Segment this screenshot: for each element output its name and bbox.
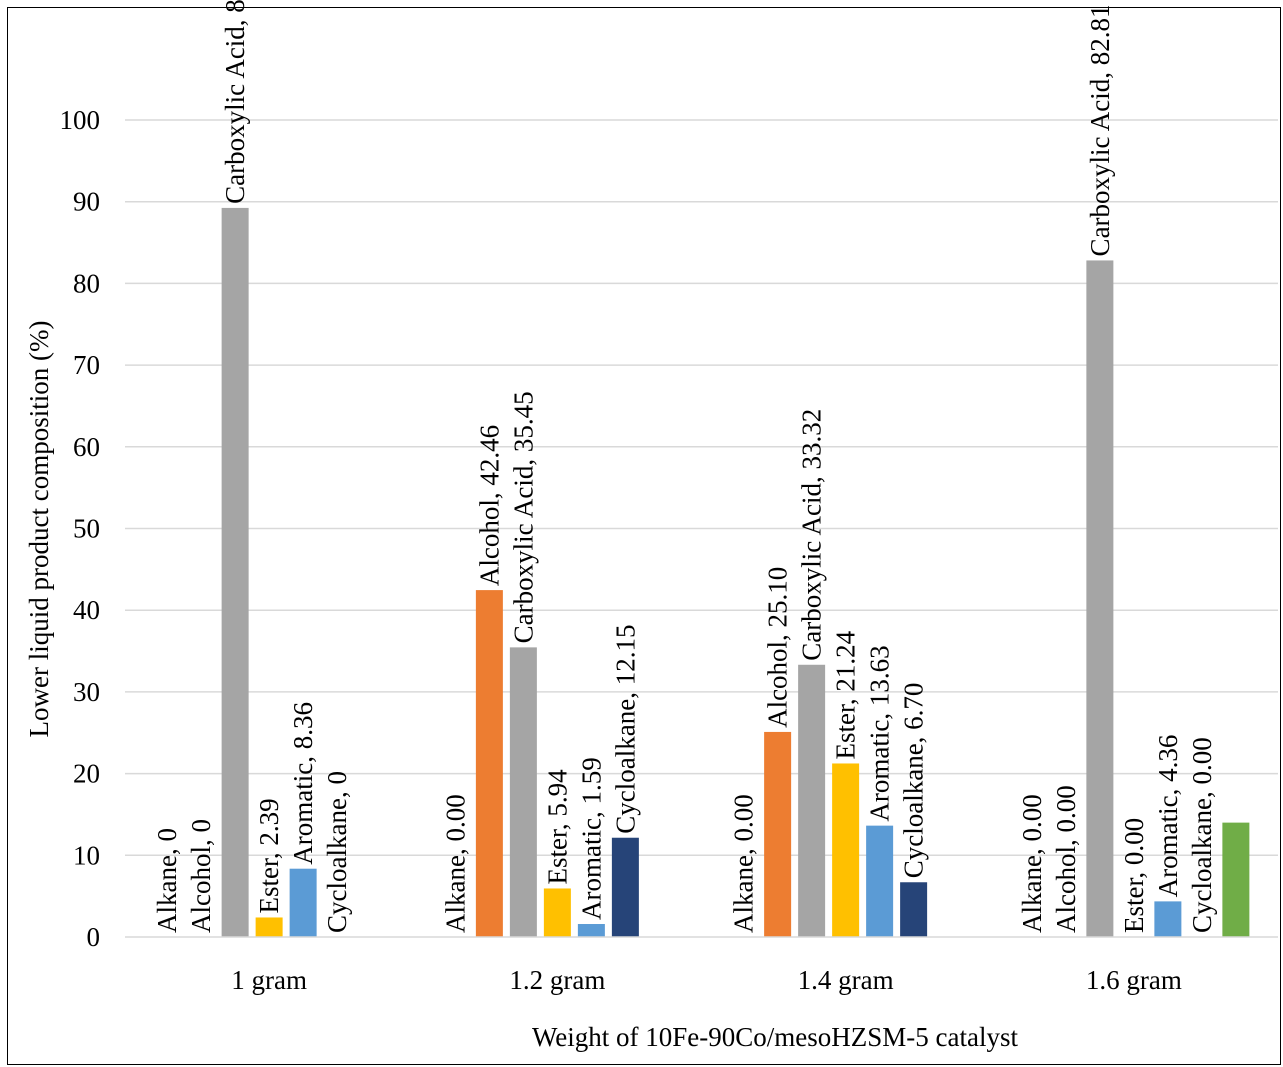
y-tick-label: 100 <box>60 105 101 135</box>
y-axis-ticks: 0 10 20 30 40 50 60 70 80 90 100 <box>60 105 101 952</box>
data-label: Alcohol, 0.00 <box>1051 785 1081 933</box>
data-label: Carboxylic Acid, 35.45 <box>508 391 538 643</box>
gridlines <box>125 119 1278 857</box>
data-label: Ester, 21.24 <box>831 630 861 759</box>
data-labels: Alkane, 0 Alcohol, 0 Carboxylic Acid, 89.2… <box>152 0 1217 933</box>
bar-unlabeled <box>1222 822 1250 937</box>
data-label: Ester, 2.39 <box>254 798 284 913</box>
data-label: Carboxylic Acid, 82.81 <box>1085 4 1115 256</box>
data-label: Alkane, 0.00 <box>729 794 759 933</box>
bar-carboxylic-acid <box>798 664 826 937</box>
bar-carboxylic-acid <box>509 647 537 937</box>
data-label: Carboxylic Acid, 89.24 <box>220 0 250 204</box>
bar-ester <box>832 763 860 937</box>
data-label: Ester, 5.94 <box>542 769 572 885</box>
y-tick-label: 0 <box>87 922 101 952</box>
data-label: Aromatic, 4.36 <box>1153 735 1183 898</box>
bar-carboxylic-acid <box>221 207 249 938</box>
bar-aromatic <box>289 868 317 937</box>
data-label: Aromatic, 1.59 <box>576 757 606 920</box>
data-label: Alkane, 0.00 <box>440 794 470 933</box>
y-tick-label: 50 <box>73 514 100 544</box>
data-label: Alcohol, 0 <box>186 819 216 933</box>
y-tick-label: 40 <box>73 595 100 625</box>
y-tick-label: 60 <box>73 432 100 462</box>
bar-ester <box>543 888 571 937</box>
data-label: Alcohol, 25.10 <box>763 567 793 728</box>
y-axis-title: Lower liquid product composition (%) <box>24 321 54 738</box>
y-tick-label: 70 <box>73 350 100 380</box>
x-category-label: 1.2 gram <box>509 965 605 995</box>
x-category-label: 1.4 gram <box>798 965 894 995</box>
bar-cycloalkane <box>900 882 928 937</box>
bar-aromatic <box>1154 901 1182 937</box>
bar-carboxylic-acid <box>1086 260 1114 938</box>
data-label: Aromatic, 13.63 <box>865 645 895 821</box>
y-tick-label: 80 <box>73 268 100 298</box>
y-tick-label: 10 <box>73 840 100 870</box>
chart-frame <box>7 7 1281 1065</box>
bar-alcohol <box>764 731 792 937</box>
bar-cycloalkane <box>611 837 639 937</box>
bars <box>221 207 1250 938</box>
y-tick-label: 30 <box>73 677 100 707</box>
data-label: Ester, 0.00 <box>1119 818 1149 933</box>
data-label: Cycloalkane, 0.00 <box>1187 737 1217 933</box>
bar-alcohol <box>475 590 503 937</box>
x-axis-title: Weight of 10Fe-90Co/mesoHZSM-5 catalyst <box>532 1022 1019 1052</box>
data-label: Alkane, 0.00 <box>1017 794 1047 933</box>
y-tick-label: 20 <box>73 759 100 789</box>
data-label: Alcohol, 42.46 <box>474 425 504 586</box>
bar-aromatic <box>866 825 894 937</box>
data-label: Alkane, 0 <box>152 828 182 933</box>
bar-ester <box>255 917 283 937</box>
bar-aromatic <box>577 924 605 937</box>
x-axis-categories: 1 gram 1.2 gram 1.4 gram 1.6 gram <box>231 965 1182 995</box>
data-label: Cycloalkane, 6.70 <box>899 683 929 879</box>
y-tick-label: 90 <box>73 187 100 217</box>
data-label: Cycloalkane, 0 <box>322 771 352 933</box>
data-label: Cycloalkane, 12.15 <box>610 625 640 834</box>
data-label: Carboxylic Acid, 33.32 <box>797 409 827 661</box>
x-category-label: 1.6 gram <box>1086 965 1182 995</box>
data-label: Aromatic, 8.36 <box>288 702 318 865</box>
x-category-label: 1 gram <box>231 965 307 995</box>
